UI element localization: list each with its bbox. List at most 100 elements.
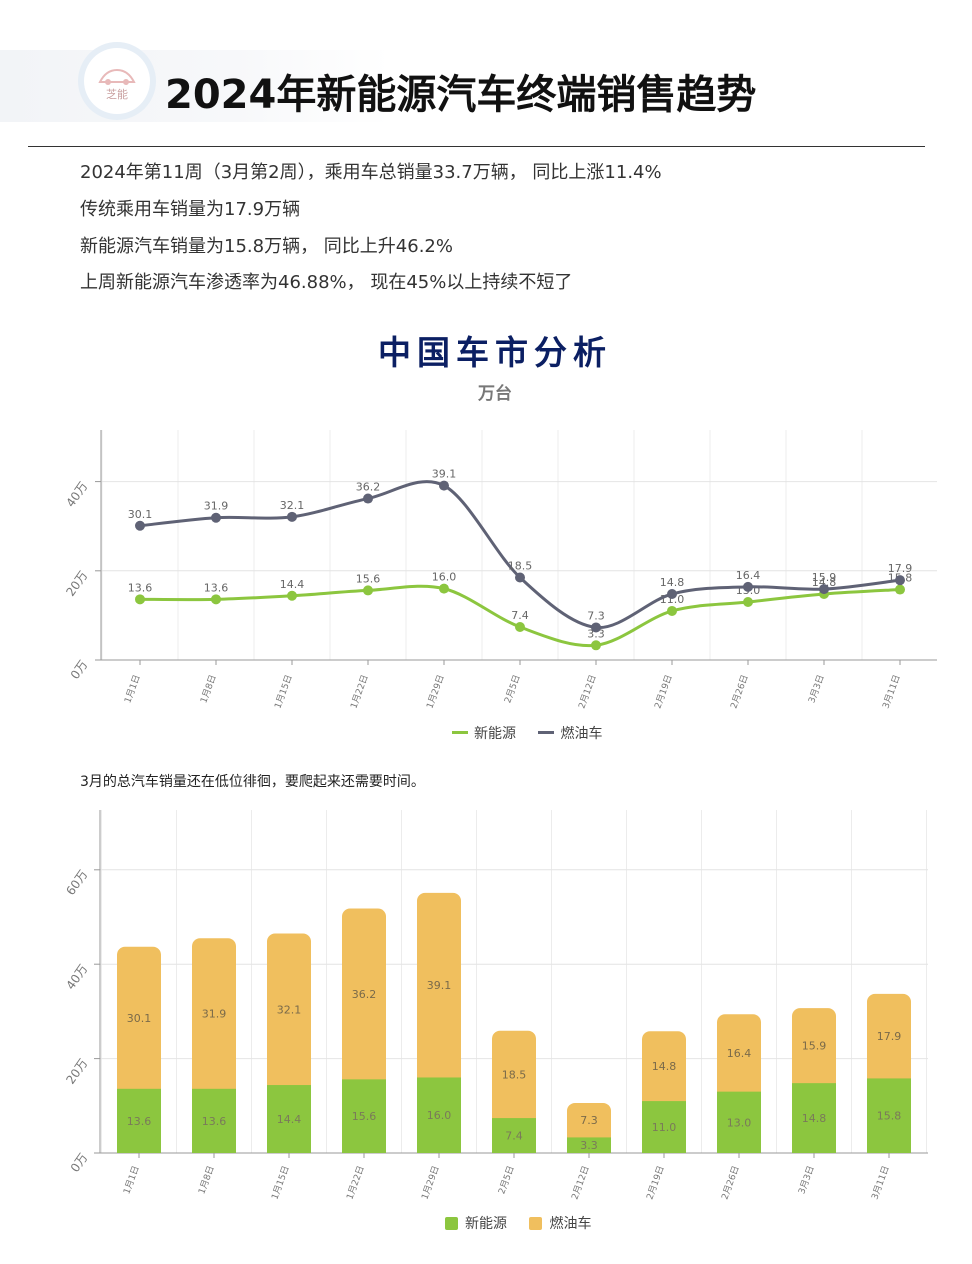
bar-label-ice: 7.3 [580, 1114, 598, 1127]
data-point-ice [439, 480, 449, 491]
bar-label-nev: 14.4 [277, 1113, 302, 1126]
bar-segment-nev [342, 1079, 386, 1153]
bar-label-ice: 39.1 [427, 979, 452, 992]
legend-label-nev: 新能源 [474, 725, 516, 742]
legend-label-nev-bar: 新能源 [465, 1216, 507, 1232]
data-point-ice [819, 584, 829, 595]
data-point-nev [211, 594, 221, 605]
bar-label-nev: 15.8 [877, 1110, 902, 1123]
data-label-nev: 14.4 [280, 578, 305, 591]
data-point-ice [667, 588, 677, 599]
x-tick-label: 2月19日 [644, 1164, 666, 1201]
data-point-ice [135, 520, 145, 531]
line-chart-legend: 新能源 燃油车 [452, 722, 620, 743]
data-point-ice [363, 493, 373, 504]
legend-swatch-nev-bar [445, 1216, 458, 1230]
x-tick-label: 3月3日 [796, 1164, 816, 1195]
legend-swatch-nev [452, 731, 468, 734]
bar-segment-ice [117, 946, 161, 1097]
data-point-nev [287, 590, 297, 601]
bar-segment-nev [492, 1118, 536, 1153]
bar-segment-nev [717, 1091, 761, 1153]
data-label-ice: 30.1 [128, 508, 153, 521]
summary-line-4: 上周新能源汽车渗透率为46.88%， 现在45%以上持续不短了 [80, 272, 573, 293]
data-label-nev: 7.4 [511, 609, 529, 622]
x-tick-label: 1月22日 [344, 1164, 366, 1201]
header-band [0, 50, 390, 122]
data-label-nev: 16.0 [432, 571, 457, 584]
summary-line-2: 传统乘用车销量为17.9万辆 [80, 199, 301, 220]
data-label-ice: 32.1 [280, 499, 305, 512]
x-tick-label: 1月8日 [196, 1164, 216, 1195]
data-point-nev [743, 597, 753, 608]
summary-line-1: 2024年第11周（3月第2周），乘用车总销量33.7万辆， 同比上涨11.4% [80, 162, 662, 183]
bar-label-ice: 15.9 [802, 1040, 827, 1053]
data-label-nev: 15.6 [356, 572, 381, 585]
legend-item-nev-bar: 新能源 [445, 1213, 507, 1233]
legend-item-ice-bar: 燃油车 [529, 1213, 591, 1233]
y-tick-label: 0万 [68, 1151, 91, 1175]
page-title: 2024年新能源汽车终端销售趋势 [165, 72, 757, 118]
data-point-ice [211, 512, 221, 523]
bar-label-ice: 32.1 [277, 1003, 302, 1016]
legend-item-nev: 新能源 [452, 723, 516, 743]
data-label-ice: 31.9 [204, 500, 229, 513]
bar-label-ice: 18.5 [502, 1068, 527, 1081]
bar-segment-nev [192, 1088, 236, 1153]
legend-label-ice: 燃油车 [560, 725, 603, 742]
y-tick-label: 60万 [63, 867, 90, 897]
data-label-ice: 14.8 [660, 576, 685, 589]
data-label-ice: 7.3 [587, 609, 605, 622]
bar-segment-ice [567, 1102, 611, 1146]
summary-line-3: 新能源汽车销量为15.8万辆， 同比上升46.2% [80, 236, 453, 257]
bar-label-nev: 13.0 [727, 1116, 752, 1129]
bar-segment-nev [792, 1083, 836, 1153]
bar-segment-ice [417, 892, 461, 1086]
logo-text: 芝能 [106, 88, 128, 101]
data-point-nev [895, 584, 905, 595]
data-label-nev: 14.8 [812, 576, 837, 589]
bar-label-nev: 7.4 [505, 1130, 523, 1143]
data-label-ice: 15.9 [812, 571, 837, 584]
y-tick-label: 20万 [63, 1056, 90, 1086]
data-label-ice: 16.4 [736, 569, 761, 582]
bar-segment-ice [492, 1030, 536, 1127]
bar-label-nev: 16.0 [427, 1109, 452, 1122]
chart-title: 中国车市分析 [378, 333, 612, 372]
bar-segment-ice [642, 1031, 686, 1110]
data-label-ice: 18.5 [508, 559, 533, 572]
x-tick-label: 1月29日 [419, 1164, 441, 1201]
bar-segment-nev [642, 1101, 686, 1153]
x-tick-label: 1月15日 [269, 1164, 291, 1201]
bar-segment-nev [417, 1077, 461, 1153]
bar-label-nev: 15.6 [352, 1110, 377, 1123]
bar-segment-nev [567, 1137, 611, 1153]
data-point-nev [135, 594, 145, 605]
data-point-ice [895, 575, 905, 586]
bar-segment-ice [342, 908, 386, 1088]
bar-segment-ice [717, 1014, 761, 1100]
bar-label-ice: 36.2 [352, 988, 377, 1001]
x-tick-label: 2月5日 [496, 1164, 516, 1195]
legend-swatch-ice-bar [529, 1216, 543, 1230]
bar-label-ice: 16.4 [727, 1047, 752, 1060]
bar-label-nev: 13.6 [202, 1115, 227, 1128]
bar-label-nev: 3.3 [580, 1139, 598, 1152]
bar-segment-nev [267, 1085, 311, 1153]
data-point-nev [515, 621, 525, 632]
bar-segment-ice [192, 938, 236, 1097]
bar-label-ice: 31.9 [202, 1008, 227, 1021]
bar-chart-legend: 新能源 燃油车 [445, 1213, 609, 1234]
data-point-nev [363, 585, 373, 596]
data-point-nev [667, 605, 677, 616]
divider [28, 146, 925, 147]
bar-segment-ice [267, 933, 311, 1094]
bar-segment-ice [867, 993, 911, 1087]
data-point-ice [743, 581, 753, 592]
bar-label-ice: 30.1 [127, 1012, 152, 1025]
data-label-nev: 3.3 [587, 627, 605, 640]
bar-segment-ice [792, 1008, 836, 1092]
bar-label-ice: 17.9 [877, 1030, 902, 1043]
